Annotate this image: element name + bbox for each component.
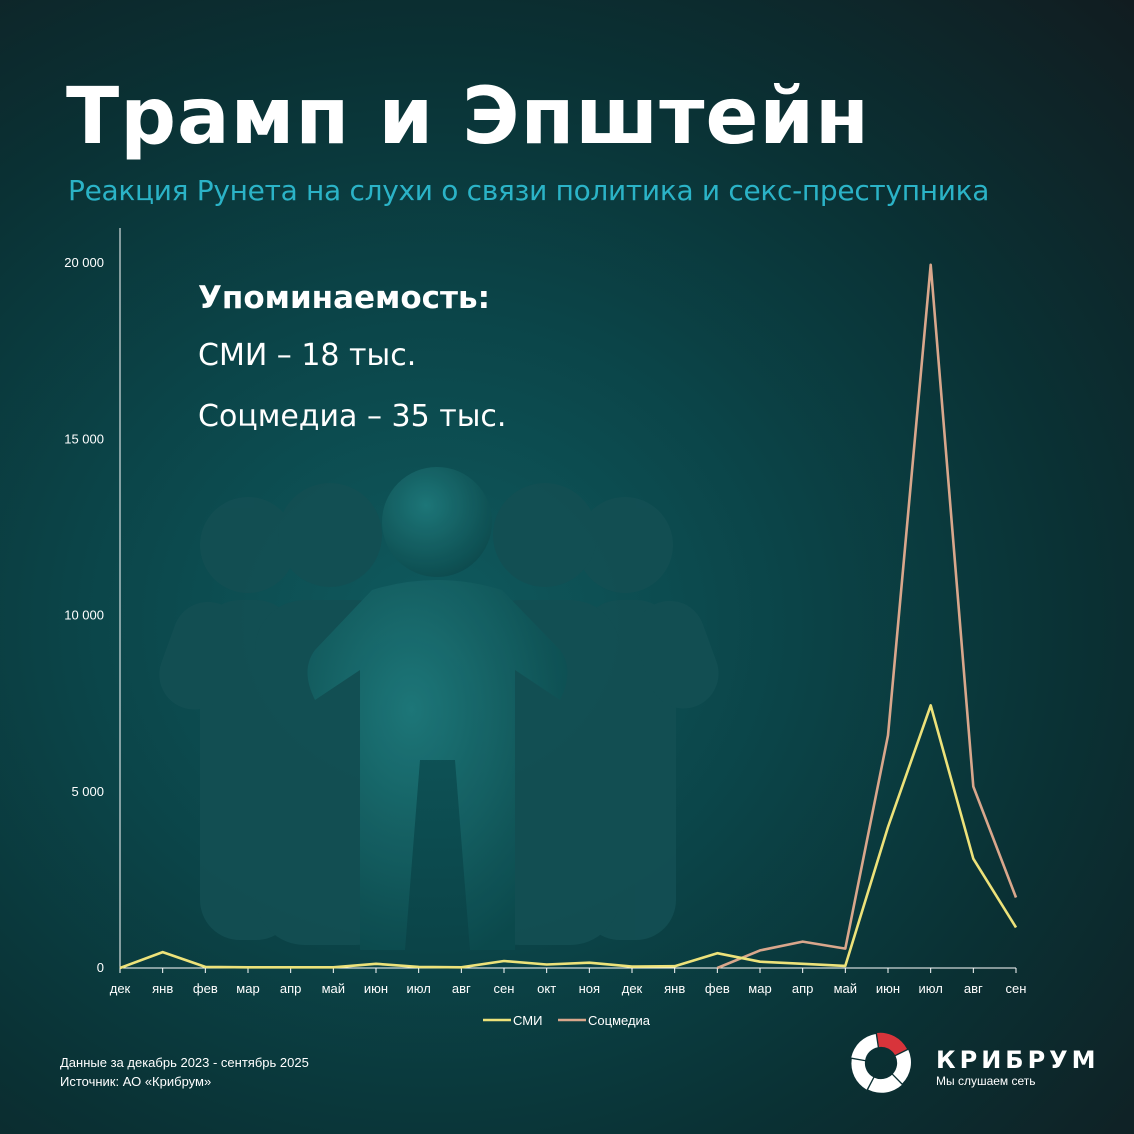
- page-subtitle: Реакция Рунета на слухи о связи политика…: [68, 174, 990, 207]
- data-period: Данные за декабрь 2023 - сентябрь 2025: [60, 1055, 309, 1070]
- y-tick-label: 15 000: [64, 431, 104, 446]
- series-lines: [119, 263, 1018, 970]
- page-title: Трамп и Эпштейн: [66, 72, 870, 162]
- brand-block: КРИБРУМ Мы слушаем сеть: [848, 1030, 1108, 1094]
- x-tick-label: июл: [919, 981, 943, 996]
- x-tick-label: июн: [876, 981, 900, 996]
- x-tick-label: окт: [537, 981, 556, 996]
- x-tick-label: дек: [622, 981, 643, 996]
- x-tick-label: мар: [236, 981, 259, 996]
- x-tick-labels: дек янв фев мар апр май июн июл авг сен окт ноя дек я…: [110, 981, 1027, 996]
- mentions-media: СМИ – 18 тыс.: [198, 338, 417, 373]
- people-group-illustration: [159, 467, 719, 950]
- series-line-media: [119, 704, 1018, 970]
- x-tick-label: апр: [280, 981, 302, 996]
- series-line-social: [716, 263, 1018, 970]
- y-tick-label: 5 000: [71, 784, 104, 799]
- x-tick-label: фев: [705, 981, 730, 996]
- brand-name: КРИБРУМ: [936, 1046, 1100, 1074]
- y-tick-labels: 0 5 000 10 000 15 000 20 000: [64, 255, 104, 975]
- x-tick-label: май: [834, 981, 857, 996]
- legend-label-media: СМИ: [513, 1013, 542, 1028]
- x-tick-label: сен: [494, 981, 515, 996]
- brand-tagline: Мы слушаем сеть: [936, 1074, 1036, 1088]
- x-tick-label: апр: [792, 981, 814, 996]
- x-tick-label: май: [322, 981, 345, 996]
- mentions-heading: Упоминаемость:: [198, 280, 491, 316]
- x-tick-label: авг: [964, 981, 983, 996]
- mentions-block: Упоминаемость: СМИ – 18 тыс. Соцмедиа – …: [198, 280, 506, 460]
- x-tick-label: янв: [664, 981, 685, 996]
- legend-label-social: Соцмедиа: [588, 1013, 651, 1028]
- x-tick-label: мар: [748, 981, 771, 996]
- x-tick-label: авг: [452, 981, 471, 996]
- x-tick-marks: [119, 968, 1017, 973]
- y-tick-label: 20 000: [64, 255, 104, 270]
- x-tick-label: дек: [110, 981, 131, 996]
- y-tick-label: 0: [97, 960, 104, 975]
- mentions-social: Соцмедиа – 35 тыс.: [198, 399, 507, 434]
- footnote: Данные за декабрь 2023 - сентябрь 2025 И…: [60, 1053, 309, 1091]
- x-tick-label: фев: [193, 981, 218, 996]
- x-tick-label: июл: [407, 981, 431, 996]
- y-tick-label: 10 000: [64, 608, 104, 623]
- chart-legend: СМИ Соцмедиа: [483, 1013, 651, 1028]
- x-tick-label: июн: [364, 981, 388, 996]
- x-tick-label: ноя: [579, 981, 600, 996]
- x-tick-label: янв: [152, 981, 173, 996]
- kribrum-logo-icon: [851, 1032, 911, 1093]
- data-source: Источник: АО «Крибрум»: [60, 1074, 212, 1089]
- x-tick-label: сен: [1006, 981, 1027, 996]
